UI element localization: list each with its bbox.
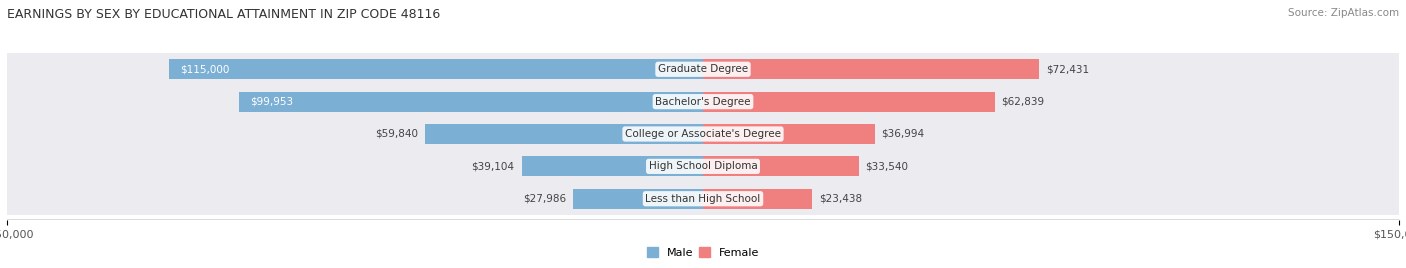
Text: Source: ZipAtlas.com: Source: ZipAtlas.com bbox=[1288, 8, 1399, 18]
Bar bbox=[7, 118, 1399, 150]
Bar bbox=[574, 189, 703, 209]
Bar bbox=[522, 156, 703, 176]
Text: $39,104: $39,104 bbox=[471, 161, 515, 171]
Bar bbox=[7, 183, 1399, 215]
Bar bbox=[7, 85, 1399, 118]
Text: $115,000: $115,000 bbox=[180, 64, 229, 74]
Bar bbox=[703, 59, 1039, 79]
Text: $23,438: $23,438 bbox=[818, 194, 862, 204]
Text: Bachelor's Degree: Bachelor's Degree bbox=[655, 97, 751, 107]
Bar bbox=[703, 189, 811, 209]
Bar bbox=[426, 124, 703, 144]
Text: $27,986: $27,986 bbox=[523, 194, 567, 204]
Text: $99,953: $99,953 bbox=[250, 97, 292, 107]
Text: College or Associate's Degree: College or Associate's Degree bbox=[626, 129, 780, 139]
Legend: Male, Female: Male, Female bbox=[643, 243, 763, 262]
Bar bbox=[703, 92, 994, 112]
Text: EARNINGS BY SEX BY EDUCATIONAL ATTAINMENT IN ZIP CODE 48116: EARNINGS BY SEX BY EDUCATIONAL ATTAINMEN… bbox=[7, 8, 440, 21]
Bar bbox=[7, 150, 1399, 183]
Bar bbox=[703, 124, 875, 144]
Bar bbox=[7, 53, 1399, 85]
Text: Less than High School: Less than High School bbox=[645, 194, 761, 204]
Text: $72,431: $72,431 bbox=[1046, 64, 1090, 74]
Bar bbox=[703, 156, 859, 176]
Text: $59,840: $59,840 bbox=[375, 129, 419, 139]
Text: $62,839: $62,839 bbox=[1001, 97, 1045, 107]
Text: High School Diploma: High School Diploma bbox=[648, 161, 758, 171]
Text: Graduate Degree: Graduate Degree bbox=[658, 64, 748, 74]
Bar bbox=[239, 92, 703, 112]
Text: $33,540: $33,540 bbox=[866, 161, 908, 171]
Bar bbox=[170, 59, 703, 79]
Text: $36,994: $36,994 bbox=[882, 129, 925, 139]
